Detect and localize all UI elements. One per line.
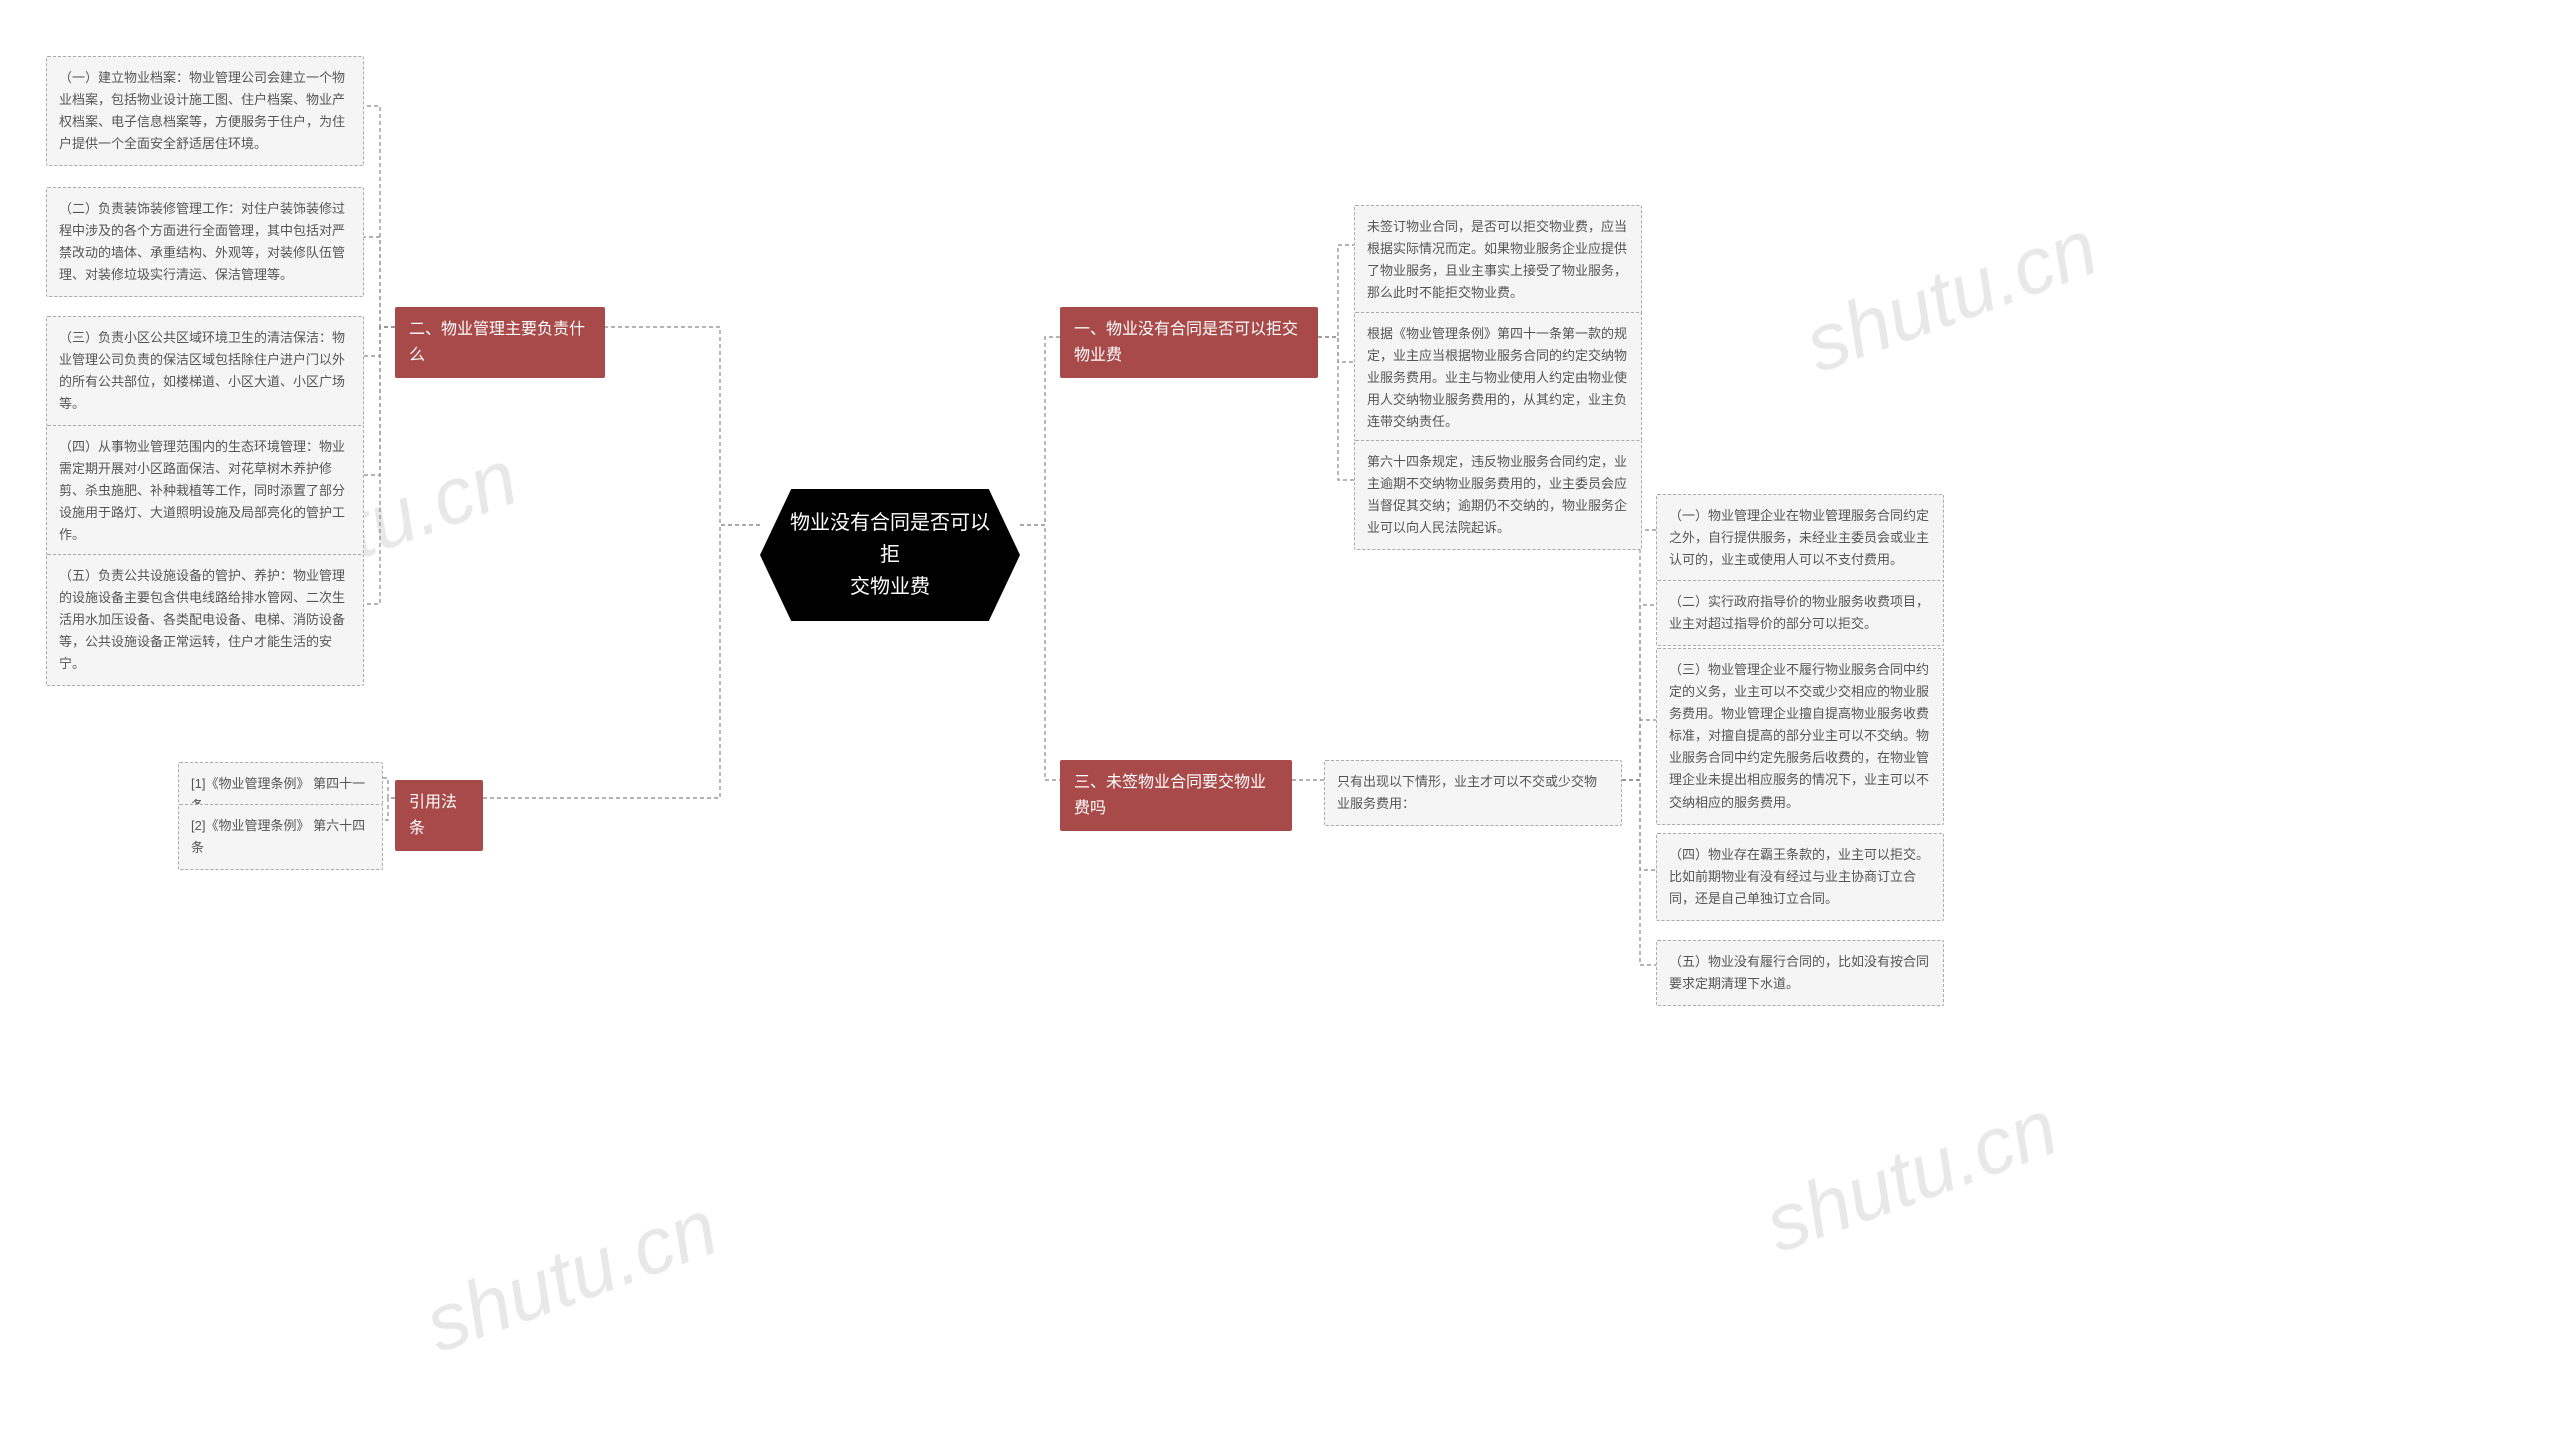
branch-management: 二、物业管理主要负责什么	[395, 307, 605, 378]
root-node: 物业没有合同是否可以拒 交物业费	[760, 489, 1020, 621]
leaf-b2-2: （三）负责小区公共区域环境卫生的清洁保洁：物业管理公司负责的保洁区域包括除住户进…	[46, 316, 364, 426]
leaf-b2-0: （一）建立物业档案：物业管理公司会建立一个物业档案，包括物业设计施工图、住户档案…	[46, 56, 364, 166]
watermark: shutu.cn	[1753, 1081, 2069, 1271]
leaf-ref-1: [2]《物业管理条例》 第六十四条	[178, 804, 383, 870]
branch-reference: 引用法条	[395, 780, 483, 851]
root-line2: 交物业费	[788, 571, 992, 603]
leaf-b1-2: 第六十四条规定，违反物业服务合同约定，业主逾期不交纳物业服务费用的，业主委员会应…	[1354, 440, 1642, 550]
watermark: shutu.cn	[413, 1181, 729, 1371]
leaf-b3-3: （四）物业存在霸王条款的，业主可以拒交。比如前期物业有没有经过与业主协商订立合同…	[1656, 833, 1944, 921]
leaf-b1-0: 未签订物业合同，是否可以拒交物业费，应当根据实际情况而定。如果物业服务企业应提供…	[1354, 205, 1642, 315]
leaf-b2-4: （五）负责公共设施设备的管护、养护：物业管理的设施设备主要包含供电线路给排水管网…	[46, 554, 364, 686]
leaf-b2-1: （二）负责装饰装修管理工作：对住户装饰装修过程中涉及的各个方面进行全面管理，其中…	[46, 187, 364, 297]
watermark: shutu.cn	[1793, 201, 2109, 391]
leaf-b3-intro: 只有出现以下情形，业主才可以不交或少交物业服务费用：	[1324, 760, 1622, 826]
leaf-b3-4: （五）物业没有履行合同的，比如没有按合同要求定期清理下水道。	[1656, 940, 1944, 1006]
leaf-b3-0: （一）物业管理企业在物业管理服务合同约定之外，自行提供服务，未经业主委员会或业主…	[1656, 494, 1944, 582]
branch-nocontract: 一、物业没有合同是否可以拒交物业费	[1060, 307, 1318, 378]
connector-layer	[0, 0, 2560, 1451]
leaf-b3-2: （三）物业管理企业不履行物业服务合同中约定的义务，业主可以不交或少交相应的物业服…	[1656, 648, 1944, 825]
leaf-b2-3: （四）从事物业管理范围内的生态环境管理：物业需定期开展对小区路面保洁、对花草树木…	[46, 425, 364, 557]
root-line1: 物业没有合同是否可以拒	[788, 507, 992, 571]
branch-unsigned: 三、未签物业合同要交物业费吗	[1060, 760, 1292, 831]
leaf-b1-1: 根据《物业管理条例》第四十一条第一款的规定，业主应当根据物业服务合同的约定交纳物…	[1354, 312, 1642, 444]
leaf-b3-1: （二）实行政府指导价的物业服务收费项目，业主对超过指导价的部分可以拒交。	[1656, 580, 1944, 646]
